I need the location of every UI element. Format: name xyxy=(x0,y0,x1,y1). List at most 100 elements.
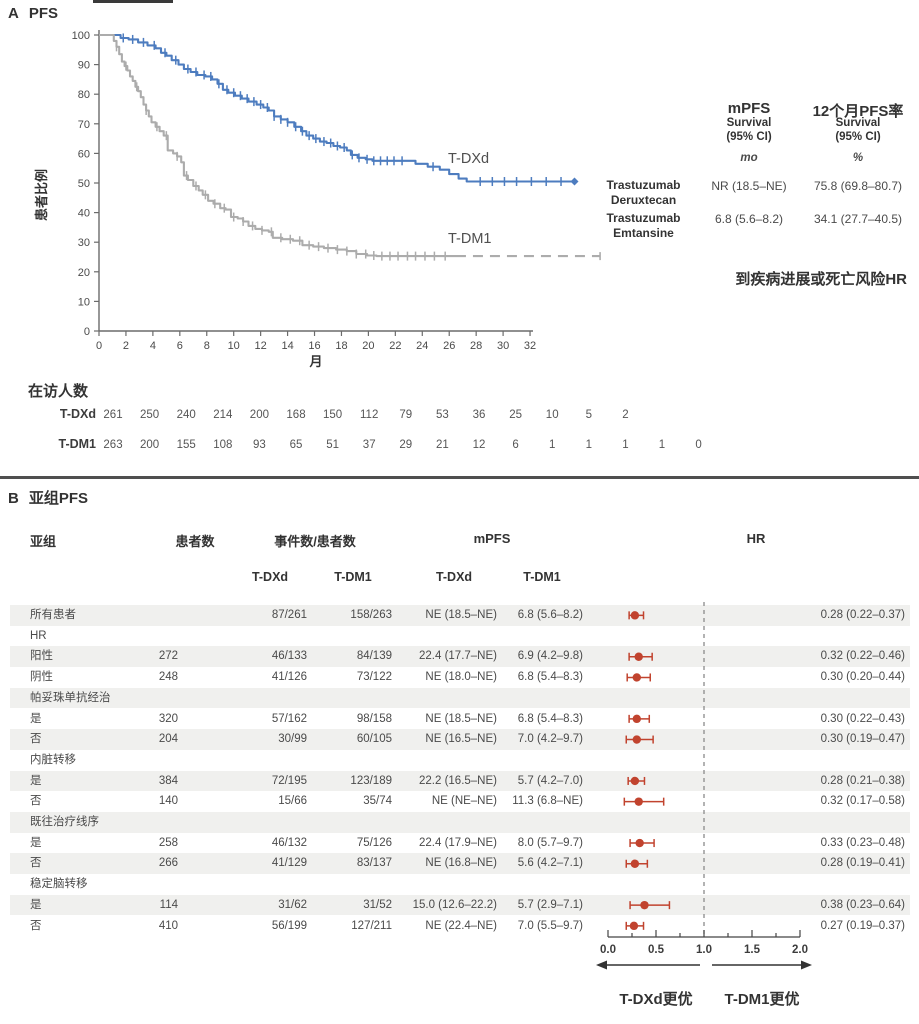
events-tdxd: 56/199 xyxy=(271,919,307,932)
at-risk-value: 261 xyxy=(103,409,122,421)
curve-label-T-DXd: T-DXd xyxy=(448,151,489,167)
n-patients: 140 xyxy=(158,795,178,808)
hr-value: 0.28 (0.21–0.38) xyxy=(820,774,905,787)
events-tdm1: 127/211 xyxy=(351,919,392,932)
hr-value: 0.28 (0.19–0.41) xyxy=(820,857,905,870)
at-risk-value: 65 xyxy=(290,439,303,451)
favor-right-arrowhead xyxy=(801,960,812,970)
subgroup-label: 否 xyxy=(30,795,42,808)
mpfs-tdxd: NE (16.5–NE) xyxy=(425,733,497,746)
summary-col2-unit: % xyxy=(852,152,864,164)
events-tdm1: 84/139 xyxy=(356,650,392,663)
at-risk-value: 1 xyxy=(659,439,665,451)
summary-col1-unit: mo xyxy=(740,152,758,164)
subgroup-label: 既往治疗线序 xyxy=(30,816,99,828)
forest-axis-label: 2.0 xyxy=(792,944,808,956)
at-risk-value: 1 xyxy=(622,439,628,451)
mpfs-tdm1: 6.8 (5.4–8.3) xyxy=(517,671,583,684)
subgroup-label: 是 xyxy=(30,898,42,911)
mpfs-tdxd: NE (22.4–NE) xyxy=(425,919,497,932)
events-tdxd: 41/126 xyxy=(271,671,307,684)
subheader-events-tdm1: T-DM1 xyxy=(334,570,372,584)
n-patients: 410 xyxy=(158,919,178,932)
at-risk-title: 在访人数 xyxy=(28,383,89,400)
events-tdxd: 41/129 xyxy=(271,857,307,870)
subgroup-label: 所有患者 xyxy=(30,609,76,621)
km-curve-T-DXd xyxy=(99,33,575,183)
events-tdm1: 35/74 xyxy=(363,795,392,808)
events-tdm1: 75/126 xyxy=(356,836,392,849)
subgroup-label: 帕妥珠单抗经治 xyxy=(30,691,111,704)
at-risk-value: 36 xyxy=(473,409,486,421)
mpfs-tdm1: 7.0 (4.2–9.7) xyxy=(517,733,583,746)
mpfs-tdm1: 6.8 (5.4–8.3) xyxy=(517,712,583,725)
km-xtick-label: 10 xyxy=(228,340,240,352)
summary-row2-label-line2: Emtansine xyxy=(613,225,674,240)
subgroup-label: 否 xyxy=(30,857,42,870)
events-tdm1: 31/52 xyxy=(363,898,392,911)
at-risk-value: 155 xyxy=(177,439,196,451)
subgroup-label: 是 xyxy=(30,836,42,849)
n-patients: 384 xyxy=(158,774,178,787)
at-risk-value: 240 xyxy=(177,409,196,421)
subheader-mpfs-tdm1: T-DM1 xyxy=(523,570,561,584)
at-risk-value: 51 xyxy=(326,439,339,451)
mpfs-tdm1: 7.0 (5.5–9.7) xyxy=(517,919,583,932)
mpfs-tdm1: 11.3 (6.8–NE) xyxy=(512,795,583,808)
mpfs-tdxd: NE (NE–NE) xyxy=(431,795,497,808)
km-xtick-label: 18 xyxy=(335,340,347,352)
summary-col1-header: mPFS xyxy=(727,100,771,117)
km-ytick-label: 70 xyxy=(78,119,90,131)
mpfs-tdxd: NE (16.8–NE) xyxy=(425,857,497,870)
forest-row: 阴性 248 41/126 73/122 NE (18.0–NE) 6.8 (5.4–8.… xyxy=(10,667,910,688)
at-risk-value: 21 xyxy=(436,439,449,451)
summary-row2-pfs12: 34.1 (27.7–40.5) xyxy=(813,212,903,226)
col-header-n: 患者数 xyxy=(175,534,215,549)
mpfs-tdxd: NE (18.0–NE) xyxy=(425,671,497,684)
at-risk-value: 0 xyxy=(695,439,701,451)
n-patients: 114 xyxy=(159,898,178,911)
mpfs-tdm1: 6.9 (4.2–9.8) xyxy=(517,650,583,663)
col-header-events: 事件数/患者数 xyxy=(274,534,356,549)
events-tdxd: 46/132 xyxy=(271,836,307,849)
at-risk-value: 29 xyxy=(399,439,412,451)
subheader-events-tdxd: T-DXd xyxy=(251,570,289,584)
events-tdxd: 87/261 xyxy=(271,609,307,621)
at-risk-value: 12 xyxy=(473,439,486,451)
km-xtick-label: 32 xyxy=(524,340,536,352)
km-ytick-label: 20 xyxy=(78,267,90,279)
forest-axis-label: 0.5 xyxy=(648,944,665,956)
at-risk-value: 25 xyxy=(509,409,522,421)
mpfs-tdxd: 15.0 (12.6–22.2) xyxy=(412,898,497,911)
events-tdm1: 123/189 xyxy=(350,774,392,787)
col-header-subgroup: 亚组 xyxy=(30,534,57,549)
km-ytick-label: 30 xyxy=(78,237,90,249)
mpfs-tdm1: 5.6 (4.2–7.1) xyxy=(517,857,583,870)
section-divider xyxy=(0,476,919,479)
events-tdxd: 30/99 xyxy=(278,733,307,746)
at-risk-value: 10 xyxy=(546,409,559,421)
at-risk-value: 1 xyxy=(586,439,592,451)
mpfs-tdxd: 22.2 (16.5–NE) xyxy=(419,774,497,787)
hr-value: 0.30 (0.22–0.43) xyxy=(820,712,905,725)
favor-left-arrowhead xyxy=(596,960,607,970)
mpfs-tdxd: 22.4 (17.7–NE) xyxy=(419,650,497,663)
at-risk-value: 108 xyxy=(213,439,232,451)
forest-axis-label: 0.0 xyxy=(600,944,616,956)
col-header-hr: HR xyxy=(746,531,766,546)
hr-value: 0.33 (0.23–0.48) xyxy=(820,836,905,849)
km-ytick-label: 100 xyxy=(72,30,90,42)
hr-value: 0.27 (0.19–0.37) xyxy=(820,919,905,932)
summary-col2-sub2: (95% CI) xyxy=(835,131,881,143)
km-ytick-label: 50 xyxy=(78,178,90,190)
at-risk-value: 5 xyxy=(586,409,592,421)
panel-a-title: A PFS xyxy=(8,5,58,22)
at-risk-value: 200 xyxy=(250,409,269,421)
km-xtick-label: 0 xyxy=(96,340,102,352)
mpfs-tdxd: 22.4 (17.9–NE) xyxy=(419,836,497,849)
events-tdm1: 158/263 xyxy=(350,609,392,621)
hr-value: 0.38 (0.23–0.64) xyxy=(820,898,905,911)
panel-b-title-text: 亚组PFS xyxy=(28,490,89,507)
